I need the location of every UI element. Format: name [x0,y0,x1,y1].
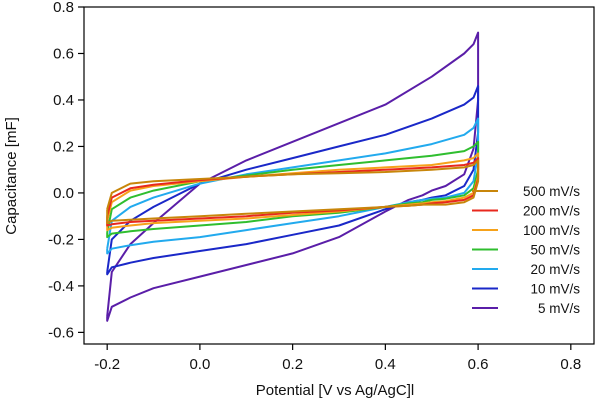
plot-frame [83,6,595,345]
legend-entry-label: 5 mV/s [538,301,580,316]
legend-entry-label: 50 mV/s [530,243,580,258]
x-tick-label: 0.8 [560,356,581,373]
y-tick-label: 0.8 [53,0,74,16]
series-layer [106,31,480,322]
y-tick-label: 0.2 [53,138,74,155]
legend-entry-label: 100 mV/s [523,223,580,238]
axis-layer: -0.2 0.0 0.2 0.4 0.6 0.8 -0.6 -0.4 -0.2 0.0 0.2 0.4… [48,0,581,373]
x-tick-label: 0.2 [282,356,303,373]
y-tick-label: -0.6 [48,324,74,341]
y-tick-label: -0.2 [48,231,74,248]
y-tick-label: -0.4 [48,278,74,295]
series-line-10-mv-s [106,85,480,276]
x-tick-label: -0.2 [94,356,120,373]
legend-entry-label: 20 mV/s [530,262,580,277]
y-tick-label: 0.6 [53,45,74,62]
x-tick-label: 0.6 [468,356,489,373]
legend-entry-label: 200 mV/s [523,204,580,219]
series-line-5-mv-s [106,31,480,322]
y-tick-label: 0.4 [53,92,74,109]
y-axis-label: Capacitance [mF] [3,117,20,235]
legend: 500 mV/s 200 mV/s 100 mV/s 50 mV/s 20 mV/s 10… [472,184,580,316]
x-tick-label: 0.0 [189,356,210,373]
series-line-500-mv-s [106,159,480,225]
x-tick-label: 0.4 [375,356,396,373]
legend-entry-label: 10 mV/s [530,282,580,297]
legend-entry-label: 500 mV/s [523,184,580,199]
y-tick-label: 0.0 [53,185,74,202]
x-axis-label: Potential [V vs Ag/AgC]l [256,382,414,399]
